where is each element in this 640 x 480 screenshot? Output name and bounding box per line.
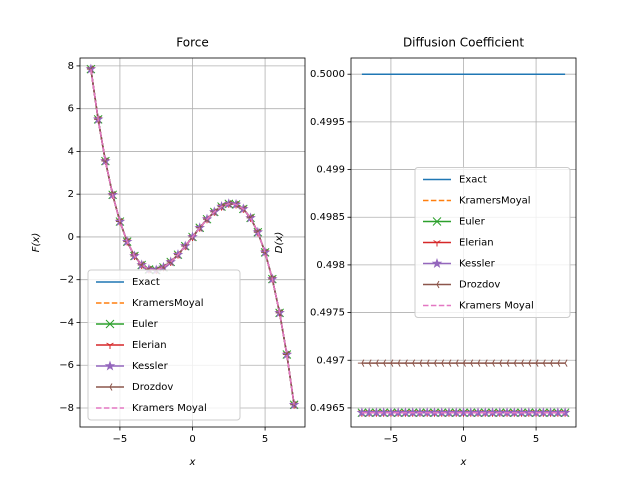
legend-marker [431,257,443,268]
y-axis-label: D(x) [274,232,285,253]
legend-marker [432,217,442,226]
series-marker [503,359,510,367]
y-tick-label: 0.5000 [310,69,345,80]
series-marker [437,359,445,367]
y-tick-label: −2 [59,275,74,286]
series-marker [561,359,568,367]
y-tick-label: −6 [59,360,74,371]
y-tick-label: 2 [68,189,74,200]
series-marker [488,359,495,367]
legend-marker [106,383,113,391]
x-tick-label: 0 [189,434,195,445]
y-tick-label: 0.499 [316,165,345,176]
legend-label: Elerian [132,340,167,351]
series-marker [372,359,379,367]
y-tick-label: 0 [68,232,74,243]
y-tick-label: 8 [68,61,74,72]
y-tick-label: −4 [59,317,74,328]
series-marker [401,359,408,367]
legend-label: Drozdov [132,382,173,393]
y-tick-label: 0.4965 [310,403,345,414]
series-marker [532,359,539,367]
y-tick-label: 0.498 [316,260,345,271]
legend: Exact KramersMoyal Euler Elerian Kessler Droz… [414,167,571,318]
y-tick-label: 4 [68,146,74,157]
y-tick-label: 0.4995 [310,117,345,128]
series-marker [539,359,546,367]
axes-frame [79,57,306,428]
x-axis-label: x [460,457,467,468]
x-tick-label: −5 [384,434,399,445]
series-marker [386,359,394,367]
series-marker [466,359,474,367]
y-tick-label: 0.4985 [310,212,345,223]
series-marker [559,407,571,418]
legend-label: Euler [132,319,159,330]
legend-marker [433,280,440,289]
series-marker [546,359,554,367]
legend-label: Kessler [132,361,169,372]
legend-label: Kessler [459,259,496,270]
series-marker [495,359,503,367]
series-marker [510,359,517,367]
series-marker [415,359,423,367]
series-marker [517,359,524,367]
series-marker [474,359,481,367]
series-line [90,69,295,405]
x-tick-label: 5 [262,434,268,445]
legend-label: Kramers Moyal [132,403,207,414]
subplot-title: Force [176,36,208,50]
legend-marker [433,240,441,247]
legend-label: Drozdov [459,280,500,291]
subplot: Force x F(x) −5 0 5 −8 −6 −4 −2 0 2 4 6 8 Exact KramersM… [31,36,306,468]
legend-label: KramersMoyal [132,298,204,309]
series-marker [444,359,452,367]
series-marker [408,359,416,367]
x-tick-label: 5 [533,434,539,445]
legend: Exact KramersMoyal Euler Elerian Kessler Droz… [87,269,241,421]
y-tick-label: 0.497 [316,355,345,366]
series-marker [524,359,532,367]
series-marker [452,359,459,367]
legend-label: Exact [459,175,487,186]
subplot: Diffusion Coefficient x D(x) −5 0 5 0.4965 0.49… [274,36,577,468]
series-marker [423,359,430,367]
legend-marker [105,319,115,329]
x-tick-label: −5 [113,434,128,445]
legend-box [87,269,241,421]
legend-label: Euler [459,217,486,228]
series-marker [553,359,561,367]
x-axis-label: x [189,457,196,468]
y-tick-label: −8 [59,403,74,414]
x-tick-label: 0 [460,434,466,445]
legend-marker [106,342,114,349]
legend-label: Elerian [459,238,494,249]
series-marker [357,359,365,367]
series-marker [137,261,145,269]
series-marker [459,359,466,367]
y-axis-label: F(x) [31,233,42,252]
subplot-title: Diffusion Coefficient [403,36,524,50]
legend-label: KramersMoyal [459,196,531,207]
legend-marker [104,360,116,371]
legend-box [414,167,571,318]
axes-frame [350,57,577,428]
series-marker [394,359,401,367]
legend-label: Kramers Moyal [459,301,534,312]
series-marker [430,359,437,367]
y-tick-label: 0.4975 [310,308,345,319]
series-marker [365,359,372,367]
series-marker [379,359,387,367]
series-marker [481,359,488,367]
y-tick-label: 6 [68,104,74,115]
legend-label: Exact [132,277,160,288]
